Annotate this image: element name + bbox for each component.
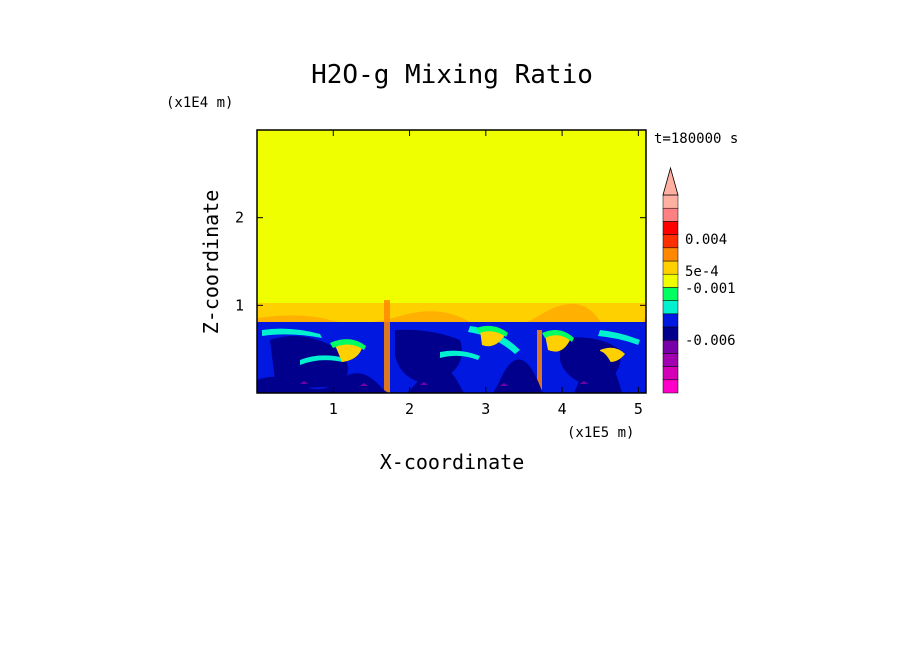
colorbar-swatch [662,300,679,315]
field-column-2 [537,330,542,393]
colorbar-extend-arrow [662,166,679,196]
y-axis-label: Z-coordinate [199,190,223,335]
y-scale-label: (x1E4 m) [166,95,233,111]
colorbar-swatch [662,366,679,381]
colorbar-label-2: -0.001 [685,281,736,297]
colorbar-swatch [662,353,679,367]
colorbar-swatch [662,339,679,354]
colorbar-swatch [662,260,679,275]
colorbar-labels: 0.004 5e-4 -0.001 -0.006 [685,232,736,349]
field-column-1 [384,300,390,393]
colorbar-swatch [662,313,679,328]
x-tick-label: 4 [558,400,567,418]
colorbar-swatch [662,326,679,341]
x-axis-label: X-coordinate [380,450,525,474]
y-tick-label: 2 [235,209,244,227]
colorbar-swatch [662,247,679,262]
x-tick-label: 3 [481,400,490,418]
colorbar-label-0: 0.004 [685,232,727,248]
colorbar-swatch [662,234,679,249]
field-orange-plumes [335,328,625,362]
time-label: t=180000 s [654,131,738,147]
x-tick-label: 1 [329,400,338,418]
x-tick-label: 2 [405,400,414,418]
x-scale-label: (x1E5 m) [567,425,634,441]
x-axis-ticks: 1 2 3 4 5 [329,130,643,418]
colorbar-swatch [662,379,679,394]
colorbar-swatch [662,273,679,288]
colorbar [662,166,679,394]
x-tick-label: 5 [634,400,643,418]
field-transition-edge [257,303,646,336]
chart-title: H2O-g Mixing Ratio [311,60,593,90]
field-upper-layer [257,130,646,305]
field-dark-patches [270,329,621,388]
y-axis-ticks: 12 [235,209,646,314]
colorbar-swatch [662,207,679,222]
field-surface-layer [257,350,646,393]
colorbar-label-1: 5e-4 [685,264,719,280]
plot-frame [256,129,647,394]
colorbar-swatch [662,287,679,301]
y-tick-label: 1 [235,296,244,314]
colorbar-swatch [662,221,679,235]
plot-area [257,130,646,393]
colorbar-swatch [662,194,679,209]
colorbar-label-3: -0.006 [685,333,736,349]
